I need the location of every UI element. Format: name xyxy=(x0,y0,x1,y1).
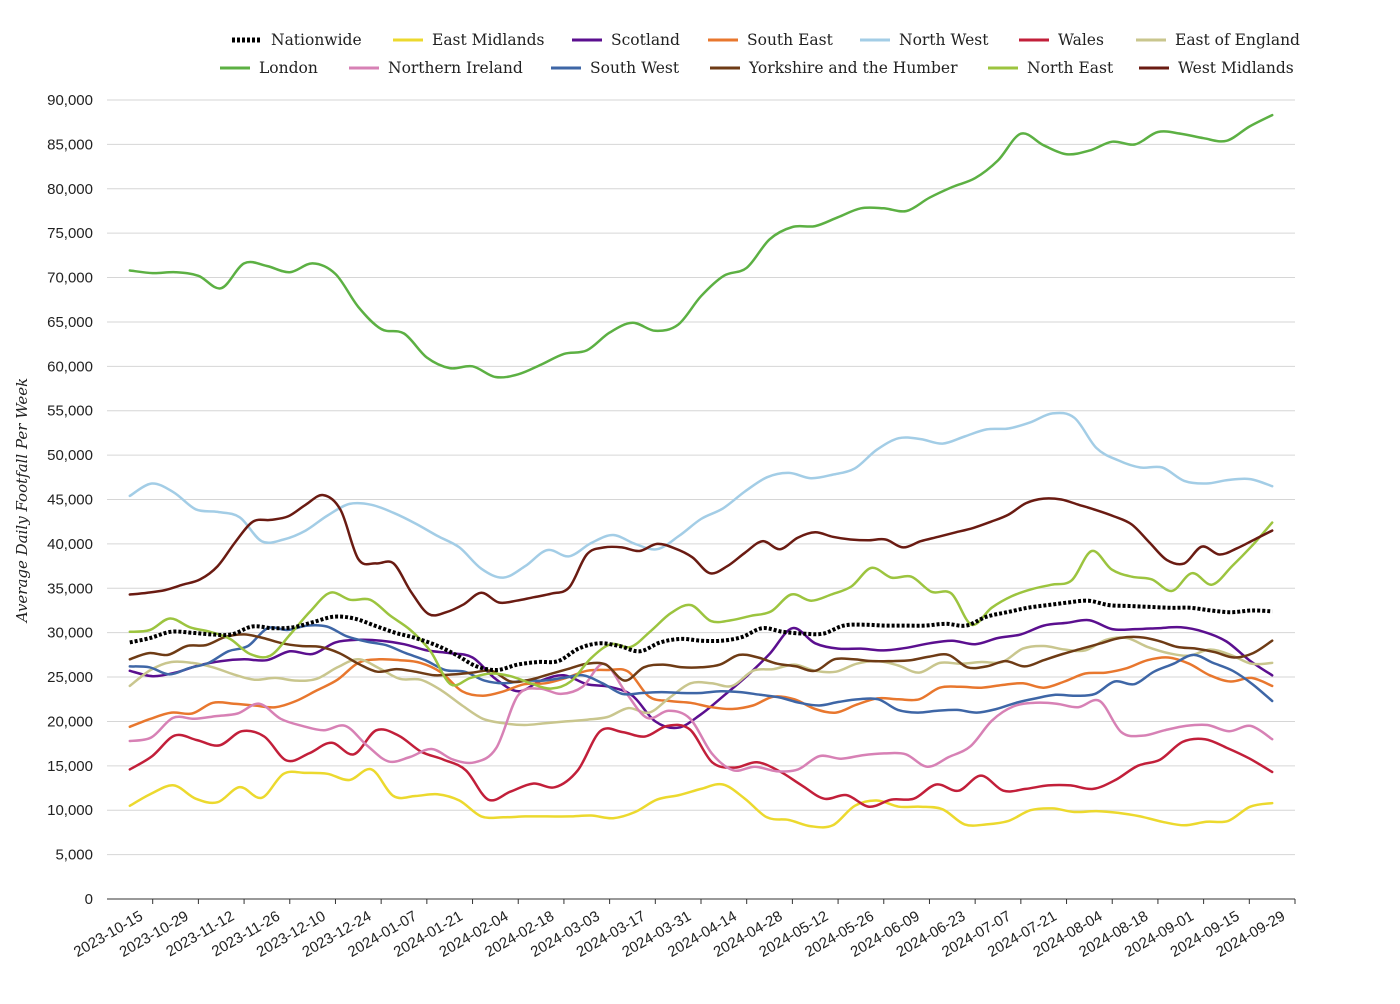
series-line-north-east xyxy=(128,521,1274,690)
y-tick-label: 55,000 xyxy=(47,403,93,420)
y-tick-label: 70,000 xyxy=(47,270,93,287)
series-line-north-west xyxy=(128,411,1274,579)
legend-label-northern-ireland: Northern Ireland xyxy=(388,59,523,77)
legend-label-scotland: Scotland xyxy=(611,31,680,49)
series-line-scotland xyxy=(128,618,1274,730)
y-tick-label: 85,000 xyxy=(47,136,93,153)
legend-label-london: London xyxy=(259,59,318,77)
y-tick-label: 30,000 xyxy=(47,625,93,642)
y-axis-label: Average Daily Footfall Per Week xyxy=(13,378,31,625)
series-line-south-west xyxy=(128,623,1274,714)
series-line-wales xyxy=(128,723,1274,808)
y-tick-label: 45,000 xyxy=(47,492,93,509)
legend-label-north-west: North West xyxy=(899,31,989,49)
series-lines xyxy=(128,113,1274,829)
y-tick-label: 20,000 xyxy=(47,713,93,730)
legend-label-south-west: South West xyxy=(590,59,680,77)
y-tick-label: 40,000 xyxy=(47,536,93,553)
axes: 0 5,000 10,000 15,000 20,000 25,000 30,000 35,0… xyxy=(47,92,1296,961)
series-line-london xyxy=(128,113,1274,379)
series-line-yorkshire-and-the-humber xyxy=(128,633,1274,684)
y-tick-label: 50,000 xyxy=(47,447,93,464)
legend-label-nationwide: Nationwide xyxy=(271,31,362,49)
gridlines xyxy=(107,99,1295,856)
legend-label-north-east: North East xyxy=(1027,59,1114,77)
legend-label-yorkshire-and-the-humber: Yorkshire and the Humber xyxy=(748,59,958,77)
series-line-west-midlands xyxy=(128,493,1274,617)
series-line-east-of-england xyxy=(128,636,1274,727)
series-line-east-midlands xyxy=(128,767,1274,829)
y-tick-label: 75,000 xyxy=(47,225,93,242)
y-tick-label: 25,000 xyxy=(47,669,93,686)
y-tick-label: 0 xyxy=(85,891,93,908)
y-tick-label: 65,000 xyxy=(47,314,93,331)
y-tick-label: 10,000 xyxy=(47,802,93,819)
y-tick-label: 35,000 xyxy=(47,580,93,597)
legend: Nationwide East Midlands Scotland South Eas… xyxy=(220,31,1300,77)
legend-label-east-midlands: East Midlands xyxy=(432,31,545,49)
y-tick-label: 80,000 xyxy=(47,181,93,198)
legend-label-south-east: South East xyxy=(747,31,834,49)
legend-label-east-of-england: East of England xyxy=(1175,31,1300,49)
legend-label-west-midlands: West Midlands xyxy=(1178,59,1294,77)
y-tick-label: 5,000 xyxy=(55,847,93,864)
y-tick-label: 60,000 xyxy=(47,358,93,375)
y-tick-label: 15,000 xyxy=(47,758,93,775)
series-line-northern-ireland xyxy=(128,662,1274,773)
y-tick-label: 90,000 xyxy=(47,92,93,109)
series-line-south-east xyxy=(128,656,1274,729)
legend-label-wales: Wales xyxy=(1058,31,1104,49)
